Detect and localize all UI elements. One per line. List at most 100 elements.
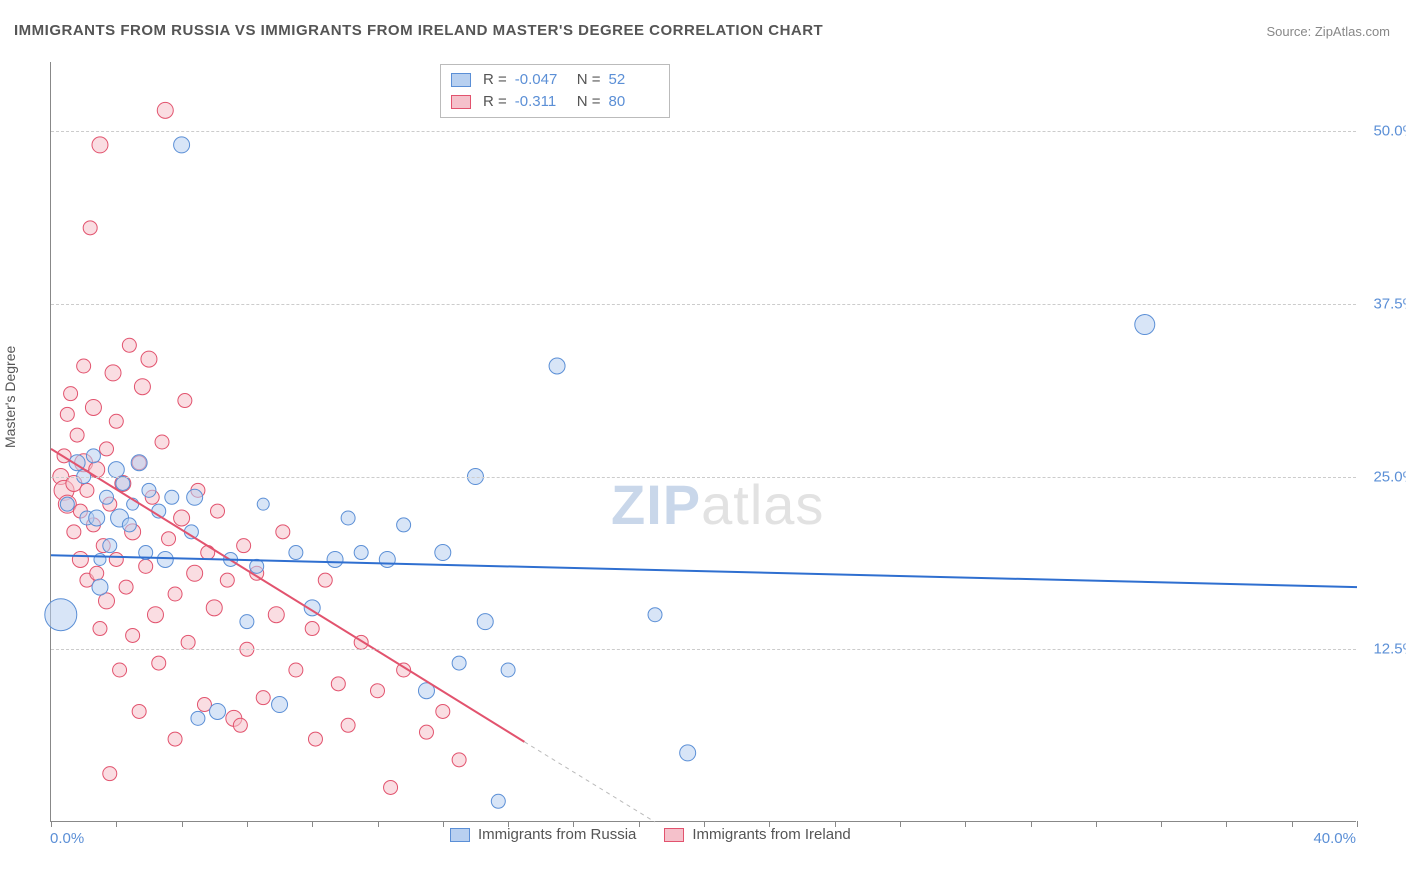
scatter-point (181, 635, 195, 649)
scatter-point (477, 614, 493, 630)
scatter-point (318, 573, 332, 587)
scatter-point (648, 608, 662, 622)
scatter-point (174, 510, 190, 526)
scatter-point (436, 704, 450, 718)
x-tick (965, 821, 966, 827)
regression-line (51, 449, 524, 742)
scatter-point (139, 559, 153, 573)
scatter-point (276, 525, 290, 539)
scatter-point (94, 553, 106, 565)
scatter-point (141, 351, 157, 367)
x-tick (1292, 821, 1293, 827)
scatter-point (119, 580, 133, 594)
scatter-point (257, 498, 269, 510)
x-tick (51, 821, 52, 827)
scatter-point (134, 379, 150, 395)
scatter-point (384, 780, 398, 794)
scatter-point (210, 703, 226, 719)
legend-item-ireland: Immigrants from Ireland (664, 826, 850, 843)
regression-line (524, 742, 655, 822)
scatter-point (168, 587, 182, 601)
scatter-point (305, 622, 319, 636)
scatter-point (105, 365, 121, 381)
x-tick (247, 821, 248, 827)
scatter-point (45, 599, 77, 631)
scatter-point (147, 607, 163, 623)
legend-label-ireland: Immigrants from Ireland (692, 826, 850, 843)
legend-bottom: Immigrants from Russia Immigrants from I… (450, 826, 851, 843)
scatter-point (90, 566, 104, 580)
scatter-point (187, 565, 203, 581)
scatter-point (109, 552, 123, 566)
scatter-point (371, 684, 385, 698)
scatter-point (70, 428, 84, 442)
scatter-point (64, 387, 78, 401)
scatter-point (122, 338, 136, 352)
x-tick (1226, 821, 1227, 827)
scatter-point (100, 442, 114, 456)
scatter-point (89, 462, 105, 478)
scatter-point (549, 358, 565, 374)
scatter-point (289, 663, 303, 677)
scatter-point (354, 546, 368, 560)
scatter-point (162, 532, 176, 546)
scatter-point (308, 732, 322, 746)
legend-r-value-ireland: -0.311 (515, 91, 565, 113)
scatter-point (142, 483, 156, 497)
scatter-point (256, 691, 270, 705)
grid-line (51, 649, 1356, 650)
x-axis-max-label: 40.0% (1313, 830, 1356, 847)
scatter-point (268, 607, 284, 623)
legend-n-label: N = (577, 91, 601, 113)
y-tick-label: 12.5% (1373, 641, 1406, 658)
x-tick (900, 821, 901, 827)
scatter-point (80, 483, 94, 497)
y-tick-label: 37.5% (1373, 295, 1406, 312)
scatter-point (187, 489, 203, 505)
scatter-point (178, 394, 192, 408)
scatter-point (397, 518, 411, 532)
x-tick (378, 821, 379, 827)
scatter-point (67, 525, 81, 539)
scatter-point (211, 504, 225, 518)
scatter-point (452, 656, 466, 670)
y-tick-label: 25.0% (1373, 468, 1406, 485)
scatter-point (132, 704, 146, 718)
x-tick (1357, 821, 1358, 827)
scatter-point (126, 628, 140, 642)
scatter-point (157, 102, 173, 118)
scatter-point (174, 137, 190, 153)
scatter-point (92, 579, 108, 595)
scatter-point (341, 511, 355, 525)
legend-stats-row-russia: R = -0.047 N = 52 (451, 69, 659, 91)
legend-stats-row-ireland: R = -0.311 N = 80 (451, 91, 659, 113)
scatter-point (103, 539, 117, 553)
x-tick (443, 821, 444, 827)
legend-item-russia: Immigrants from Russia (450, 826, 636, 843)
scatter-point (108, 462, 124, 478)
legend-r-label: R = (483, 91, 507, 113)
scatter-point (379, 551, 395, 567)
scatter-point (191, 711, 205, 725)
grid-line (51, 477, 1356, 478)
scatter-point (435, 545, 451, 561)
scatter-point (60, 497, 74, 511)
scatter-point (206, 600, 222, 616)
scatter-point (89, 510, 105, 526)
scatter-point (1135, 315, 1155, 335)
scatter-point (103, 767, 117, 781)
scatter-point (341, 718, 355, 732)
scatter-point (113, 663, 127, 677)
x-tick (182, 821, 183, 827)
scatter-point (72, 551, 88, 567)
x-tick (312, 821, 313, 827)
scatter-point (201, 546, 215, 560)
legend-label-russia: Immigrants from Russia (478, 826, 636, 843)
scatter-point (240, 615, 254, 629)
scatter-point (419, 725, 433, 739)
scatter-point (168, 732, 182, 746)
legend-swatch-russia (451, 73, 471, 87)
legend-swatch-ireland (451, 95, 471, 109)
legend-swatch-russia (450, 828, 470, 842)
scatter-point (452, 753, 466, 767)
